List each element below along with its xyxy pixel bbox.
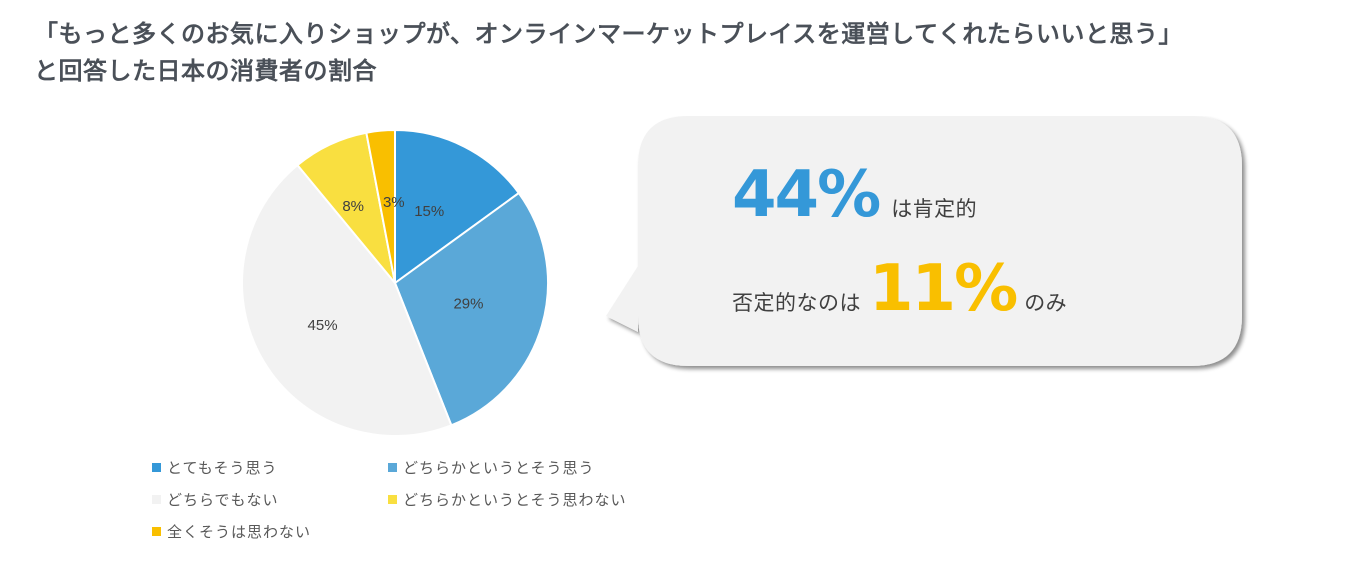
pie-chart-svg: 15% 29% 45% 8% 3%: [241, 128, 549, 437]
callout-content: 44% は肯定的 否定的なのは 11% のみ: [604, 116, 1246, 372]
legend-label: とてもそう思う: [167, 459, 278, 477]
legend-swatch-icon: [152, 527, 161, 536]
pie-slice-label: 15%: [414, 203, 444, 220]
speech-bubble-shape: [606, 116, 1242, 366]
pie-slice-label: 45%: [308, 317, 338, 334]
pie-slice-2: [241, 163, 453, 437]
pie-chart: 15% 29% 45% 8% 3%: [230, 120, 560, 450]
negative-percentage: 11%: [869, 252, 1018, 326]
pie-slice-label: 3%: [383, 194, 405, 211]
positive-text: は肯定的: [891, 197, 978, 221]
pie-slice-0: [394, 128, 521, 285]
negative-suffix: のみ: [1024, 291, 1068, 315]
legend-label: どちらでもない: [167, 491, 279, 509]
legend-item-neutral: どちらでもない: [152, 489, 279, 510]
legend-swatch-icon: [152, 495, 161, 504]
chart-title-line-2: と回答した日本の消費者の割合: [34, 57, 377, 85]
legend-swatch-icon: [388, 463, 397, 472]
legend-swatch-icon: [388, 495, 397, 504]
speech-bubble-callout: 44% は肯定的 否定的なのは 11% のみ: [604, 116, 1246, 372]
pie-slice-1: [393, 191, 549, 427]
positive-percentage: 44%: [732, 158, 881, 232]
legend-item-strongly-disagree: 全くそうは思わない: [152, 521, 311, 542]
pie-slice-label: 29%: [453, 295, 483, 312]
legend-label: どちらかというとそう思わない: [403, 491, 627, 509]
legend-label: どちらかというとそう思う: [403, 459, 595, 477]
legend-item-somewhat-agree: どちらかというとそう思う: [388, 457, 595, 478]
pie-slice-label: 8%: [342, 198, 364, 215]
legend-label: 全くそうは思わない: [167, 523, 312, 541]
legend-swatch-icon: [152, 463, 161, 472]
positive-summary: 44% は肯定的: [732, 160, 977, 230]
chart-title-line-1: 「もっと多くのお気に入りショップが、オンラインマーケットプレイスを運営してくれた…: [34, 20, 1183, 48]
pie-slice-4: [365, 128, 396, 284]
legend-item-somewhat-disagree: どちらかというとそう思わない: [388, 489, 627, 510]
chart-title: 「もっと多くのお気に入りショップが、オンラインマーケットプレイスを運営してくれた…: [34, 16, 1334, 90]
negative-prefix: 否定的なのは: [732, 291, 861, 315]
legend-item-very-agree: とてもそう思う: [152, 457, 278, 478]
negative-summary: 否定的なのは 11% のみ: [732, 254, 1067, 324]
